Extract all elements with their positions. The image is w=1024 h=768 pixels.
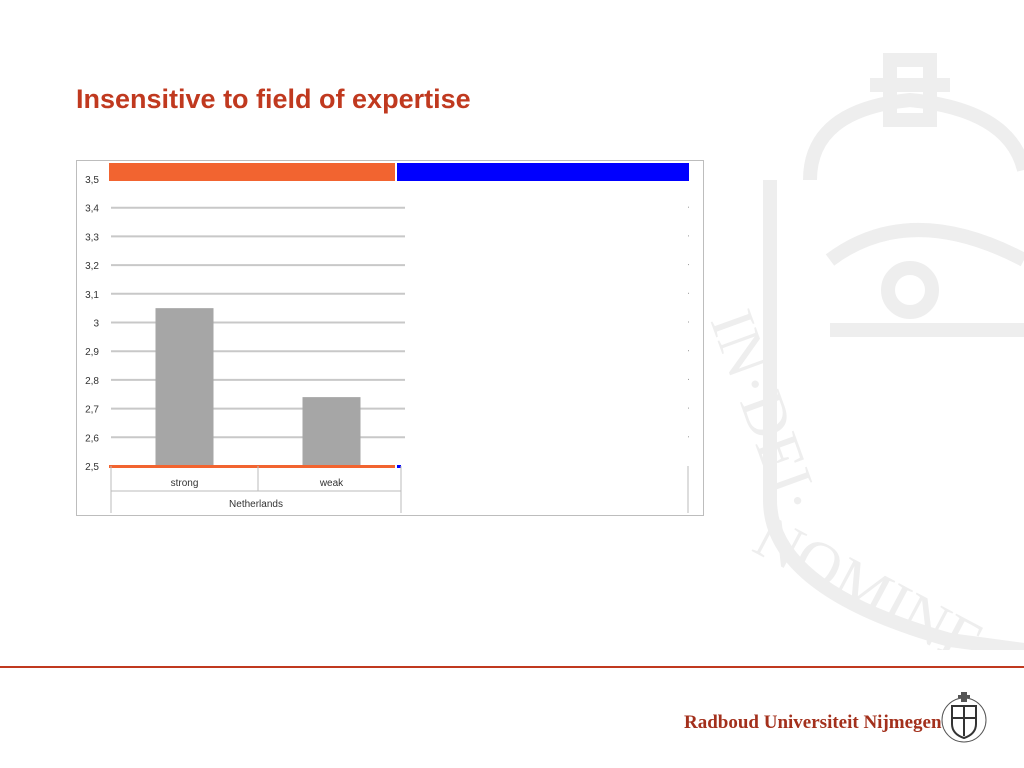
- y-tick-label: 2,5: [85, 462, 99, 473]
- grid-tick-mark: [688, 436, 689, 438]
- group-label: Netherlands: [229, 499, 283, 510]
- y-tick-label: 2,9: [85, 347, 99, 358]
- y-tick-label: 3,1: [85, 290, 99, 301]
- y-tick-label: 2,6: [85, 433, 99, 444]
- grid-tick-mark: [688, 350, 689, 352]
- slide-title: Insensitive to field of expertise: [76, 84, 471, 114]
- footer-rule: [0, 666, 1024, 668]
- top-orange-band: [109, 163, 395, 181]
- y-tick-label: 2,7: [85, 405, 99, 416]
- grid-tick-mark: [688, 407, 689, 409]
- y-tick-label: 3,2: [85, 261, 99, 272]
- bars: [155, 308, 361, 466]
- y-axis-ticks: 2,5 2,6 2,7 2,8 2,9 3 3,1 3,2 3,3 3,4 3,5: [85, 175, 99, 473]
- university-name: Radboud Universiteit Nijmegen: [684, 712, 942, 733]
- grid-tick-mark: [688, 206, 689, 208]
- x-tick-label: strong: [171, 478, 199, 489]
- chart-frame: 2,5 2,6 2,7 2,8 2,9 3 3,1 3,2 3,3 3,4 3,5 strong we…: [76, 160, 704, 516]
- bar-chart: 2,5 2,6 2,7 2,8 2,9 3 3,1 3,2 3,3 3,4 3,5 strong we…: [85, 163, 689, 513]
- university-seal-logo: [941, 692, 987, 743]
- y-tick-label: 3: [93, 319, 99, 330]
- grid-tick-mark: [688, 378, 689, 380]
- y-tick-label: 3,5: [85, 175, 99, 186]
- baseline-orange: [109, 465, 395, 468]
- bar: [302, 397, 361, 466]
- y-tick-label: 2,8: [85, 376, 99, 387]
- y-tick-label: 3,3: [85, 232, 99, 243]
- x-tick-label: weak: [319, 478, 344, 489]
- grid-tick-mark: [688, 235, 689, 237]
- grid-tick-mark: [688, 264, 689, 266]
- top-blue-band: [397, 163, 689, 181]
- y-tick-label: 3,4: [85, 204, 99, 215]
- svg-text:IN·DEI·: IN·DEI·: [697, 302, 833, 523]
- grid-tick-mark: [688, 321, 689, 323]
- bar: [155, 308, 214, 466]
- svg-text:NOMINE·F: NOMINE·F: [743, 502, 1024, 650]
- university-crest-watermark: IN·DEI· NOMINE·F: [697, 53, 1024, 650]
- baseline-blue: [397, 465, 401, 468]
- x-axis: strong weak Netherlands: [110, 466, 689, 513]
- color-bands: [109, 163, 689, 468]
- grid-tick-mark: [688, 292, 689, 294]
